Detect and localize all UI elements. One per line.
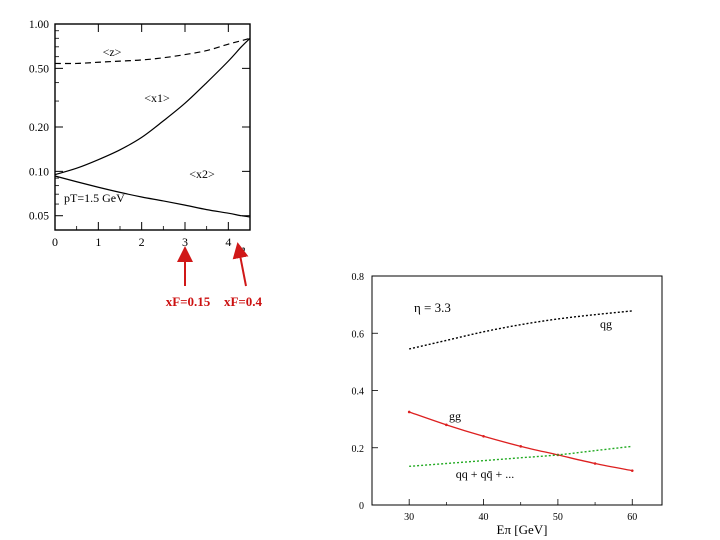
y-tick-label: 0.2	[352, 444, 365, 455]
x-tick-label: 40	[479, 512, 489, 523]
series-label: <x2>	[189, 167, 215, 181]
y-tick-label: 0.05	[29, 211, 49, 223]
x-tick-label: 0	[52, 235, 58, 249]
x-tick-label: 3	[182, 235, 188, 249]
x-tick-label: 30	[404, 512, 414, 523]
marker-arrow-xf-04	[232, 242, 249, 287]
y-tick-label: 0.50	[29, 63, 49, 75]
x-tick-label: 1	[95, 235, 101, 249]
series-line-qq-qq	[409, 445, 633, 468]
y-tick-label: 0.6	[352, 329, 365, 340]
pt-annotation: pT=1.5 GeV	[64, 191, 125, 205]
series-line-qg	[409, 310, 633, 350]
series-line-z	[54, 37, 251, 65]
eta-annotation: η = 3.3	[414, 300, 451, 315]
marker-label-xf-04: xF=0.4	[224, 294, 263, 309]
x-tick-label: 2	[139, 235, 145, 249]
series-label: <z>	[103, 45, 122, 59]
x-tick-label: 4	[225, 235, 231, 249]
series-line-x1	[54, 37, 251, 176]
marker-label-xf-015: xF=0.15	[166, 294, 211, 309]
series-point-gg	[593, 462, 597, 465]
x-axis-label: Eπ [GeV]	[497, 522, 548, 537]
y-tick-label: 1.00	[29, 19, 49, 31]
y-tick-label: 0.4	[352, 387, 365, 398]
y-tick-label: 0	[359, 501, 364, 512]
kinematics-chart: 0 1 2 3 41.000.500.200.100.05η<z><x1><x2>pT=…	[29, 19, 263, 309]
y-tick-label: 0.20	[29, 122, 49, 134]
x-tick-label: 60	[627, 512, 637, 523]
series-label: gg	[449, 409, 461, 423]
series-label: qg	[600, 317, 612, 331]
x-tick-label: 50	[553, 512, 563, 523]
subprocess-fraction-chart: 30 40 50 60 0 0.2 0.4 0.6 0.8 Eπ [GeV] qg gg qq + qq…	[352, 272, 663, 537]
series-label: qq + qq̄ + ...	[456, 467, 515, 481]
series-point-gg	[407, 410, 411, 414]
series-line-gg	[408, 411, 633, 472]
series-point-gg	[519, 445, 523, 448]
series-point-gg	[445, 423, 448, 427]
series-point-gg	[630, 469, 634, 472]
series-point-gg	[482, 435, 485, 438]
y-tick-label: 0.8	[352, 272, 365, 283]
series-line-x2	[54, 175, 251, 218]
y-tick-label: 0.10	[29, 166, 49, 178]
series-label: <x1>	[144, 91, 170, 105]
